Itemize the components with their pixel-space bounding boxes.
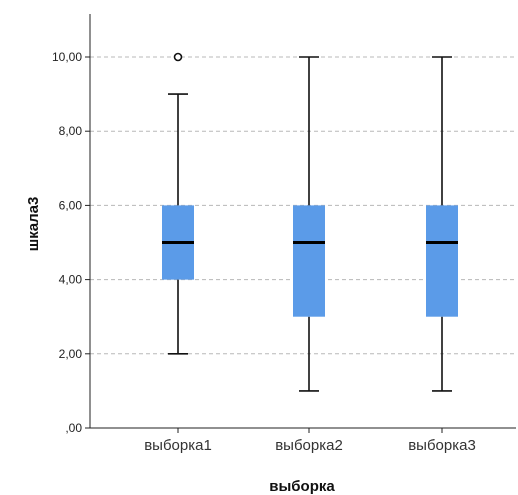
box-1 [162, 52, 194, 355]
y-tick-label: 4,00 [59, 273, 83, 287]
box-iqr [426, 205, 458, 317]
y-tick-label: ,00 [65, 421, 82, 435]
box-2 [293, 56, 325, 392]
axis-labels: выборка шкала3 [25, 197, 335, 495]
box-iqr [293, 205, 325, 317]
y-tick-label: 6,00 [59, 198, 83, 212]
x-axis-title: выборка [269, 478, 335, 495]
y-tick-label: 8,00 [59, 124, 83, 138]
outlier-point [173, 52, 183, 62]
x-category-label: выборка2 [275, 437, 343, 454]
box-series [162, 52, 458, 392]
y-tick-label: 10,00 [52, 50, 82, 64]
axes: ,00 2,00 4,00 6,00 8,00 10,00 выборка1 выборка2… [52, 14, 516, 454]
x-category-label: выборка3 [408, 437, 476, 454]
x-category-label: выборка1 [144, 437, 212, 454]
y-axis-title: шкала3 [25, 197, 42, 252]
box-3 [426, 56, 458, 392]
y-tick-label: 2,00 [59, 347, 83, 361]
